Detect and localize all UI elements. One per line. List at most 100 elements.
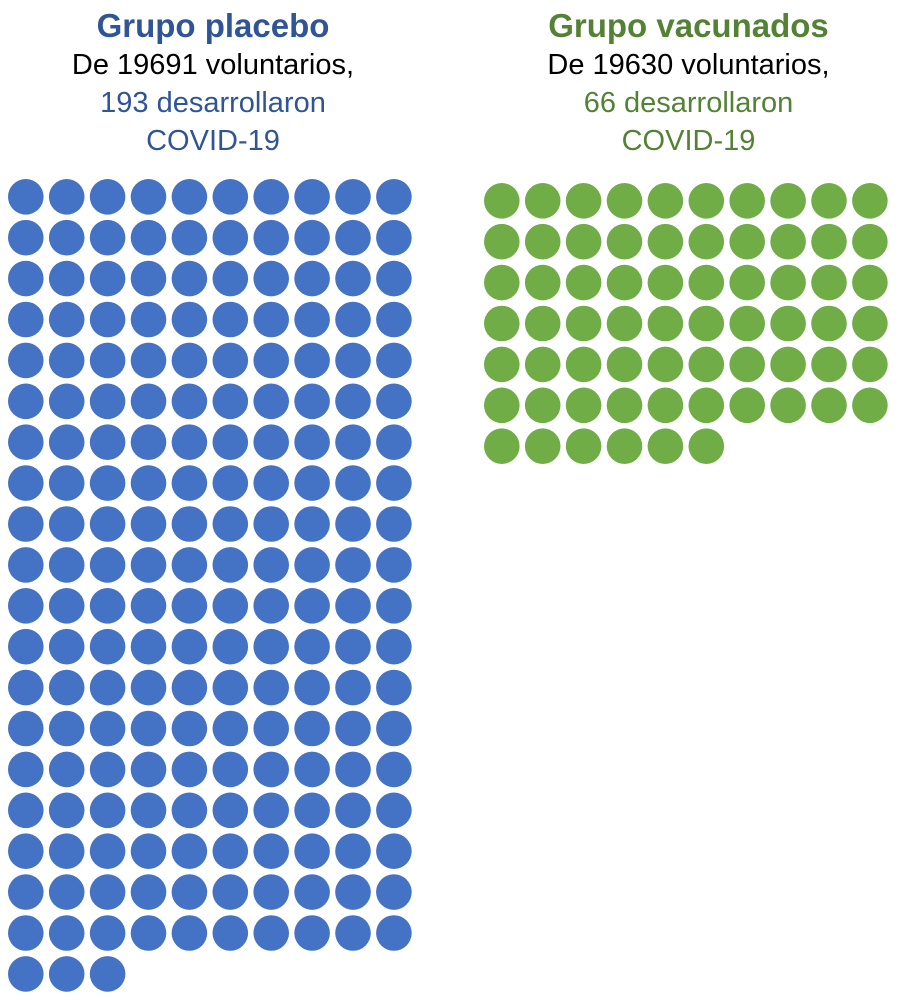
placebo-case-dot: [335, 301, 371, 338]
placebo-case-dot: [171, 915, 208, 951]
placebo-case-dot: [8, 710, 44, 747]
placebo-case-dot: [130, 465, 167, 501]
placebo-case-dot: [89, 874, 126, 910]
placebo-case-dot: [89, 751, 126, 788]
placebo-case-dot: [48, 301, 85, 338]
placebo-case-dot: [294, 424, 330, 460]
placebo-case-dot: [376, 506, 412, 542]
placebo-case-dot: [171, 547, 208, 583]
vaccine-case-dot: [729, 346, 765, 383]
placebo-case-dot: [253, 915, 289, 951]
placebo-case-dot: [294, 383, 330, 420]
placebo-case-dot: [48, 383, 85, 420]
vaccine-case-dot: [484, 387, 520, 424]
placebo-case-dot: [294, 301, 330, 338]
placebo-case-dot: [294, 669, 330, 706]
vaccine-case-dot: [484, 223, 520, 260]
placebo-case-dot: [253, 547, 289, 583]
placebo-case-dot: [253, 383, 289, 420]
vaccine-case-dot: [729, 305, 765, 342]
vaccine-case-dot: [565, 387, 602, 424]
placebo-case-dot: [89, 179, 126, 215]
placebo-case-dot: [335, 219, 371, 256]
placebo-case-dot: [8, 506, 44, 542]
placebo-case-dot: [171, 301, 208, 338]
placebo-case-dot: [376, 260, 412, 297]
placebo-dot-grid: [8, 179, 412, 992]
placebo-case-dot: [212, 751, 249, 788]
vaccine-case-dot: [688, 183, 725, 219]
placebo-case-dot: [171, 588, 208, 624]
placebo-case-dot: [253, 628, 289, 665]
placebo-case-dot: [130, 710, 167, 747]
placebo-case-dot: [253, 506, 289, 542]
placebo-case-dot: [48, 792, 85, 829]
vaccine-case-dot: [484, 183, 520, 219]
placebo-case-dot: [8, 588, 44, 624]
placebo-case-dot: [253, 669, 289, 706]
vaccine-case-dot: [606, 428, 643, 464]
placebo-case-dot: [294, 547, 330, 583]
placebo-case-dot: [335, 260, 371, 297]
vaccine-case-dot: [484, 305, 520, 342]
placebo-case-dot: [376, 751, 412, 788]
placebo-case-dot: [171, 792, 208, 829]
placebo-case-dot: [171, 219, 208, 256]
placebo-case-dot: [212, 669, 249, 706]
placebo-case-dot: [376, 874, 412, 910]
placebo-case-dot: [212, 792, 249, 829]
placebo-case-dot: [294, 751, 330, 788]
placebo-case-dot: [48, 669, 85, 706]
vaccine-case-dot: [770, 183, 806, 219]
placebo-case-dot: [130, 219, 167, 256]
placebo-case-dot: [335, 833, 371, 869]
placebo-case-dot: [8, 792, 44, 829]
vaccine-case-dot: [770, 387, 806, 424]
placebo-case-dot: [89, 792, 126, 829]
placebo-case-dot: [376, 710, 412, 747]
placebo-case-dot: [376, 792, 412, 829]
placebo-case-dot: [212, 219, 249, 256]
placebo-case-dot: [48, 751, 85, 788]
vaccine-case-dot: [770, 346, 806, 383]
placebo-case-dot: [212, 833, 249, 869]
placebo-case-dot: [376, 833, 412, 869]
vaccine-case-dot: [729, 223, 765, 260]
placebo-case-dot: [171, 342, 208, 379]
vaccine-case-dot: [770, 264, 806, 301]
placebo-case-dot: [130, 628, 167, 665]
placebo-case-dot: [130, 301, 167, 338]
placebo-case-dot: [253, 301, 289, 338]
placebo-case-dot: [335, 465, 371, 501]
placebo-case-dot: [89, 956, 126, 992]
vaccine-case-dot: [811, 387, 847, 424]
placebo-case-dot: [253, 710, 289, 747]
vaccine-case-dot: [852, 223, 888, 260]
placebo-case-dot: [212, 424, 249, 460]
placebo-case-dot: [130, 342, 167, 379]
vaccine-case-dot: [565, 428, 602, 464]
placebo-case-dot: [294, 915, 330, 951]
placebo-case-dot: [335, 915, 371, 951]
vaccine-case-dot: [647, 264, 684, 301]
placebo-case-dot: [294, 792, 330, 829]
vaccine-panel: Grupo vacunados De 19630 voluntarios, 66…: [476, 0, 901, 464]
vaccine-case-dot: [647, 346, 684, 383]
placebo-case-dot: [212, 465, 249, 501]
placebo-case-dot: [130, 915, 167, 951]
placebo-case-dot: [130, 833, 167, 869]
placebo-case-dot: [376, 383, 412, 420]
placebo-case-dot: [376, 465, 412, 501]
placebo-case-dot: [212, 547, 249, 583]
placebo-case-dot: [212, 260, 249, 297]
placebo-case-dot: [89, 301, 126, 338]
placebo-case-dot: [130, 874, 167, 910]
placebo-case-dot: [8, 424, 44, 460]
placebo-case-dot: [294, 628, 330, 665]
placebo-case-dot: [48, 915, 85, 951]
vaccine-case-dot: [565, 305, 602, 342]
vaccine-dot-grid: [484, 183, 888, 464]
placebo-case-dot: [335, 547, 371, 583]
placebo-case-dot: [212, 710, 249, 747]
placebo-case-dot: [335, 342, 371, 379]
